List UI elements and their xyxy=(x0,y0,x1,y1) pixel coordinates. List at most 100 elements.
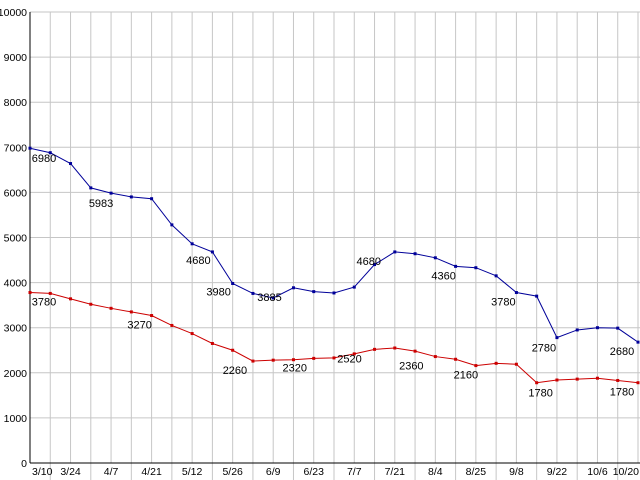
series-red-data-label: 2160 xyxy=(454,370,478,382)
series-red-point xyxy=(575,377,579,381)
series-blue-point xyxy=(190,242,194,246)
series-red-data-label: 1780 xyxy=(610,387,634,399)
series-red-point xyxy=(535,381,539,385)
series-blue-point xyxy=(210,250,214,254)
y-axis-tick-label: 3000 xyxy=(4,323,28,335)
series-red-point xyxy=(150,314,154,318)
series-red-point xyxy=(514,362,518,366)
series-blue-point xyxy=(494,274,498,278)
x-axis-tick-label: 9/22 xyxy=(547,466,568,478)
x-axis-tick-label: 5/26 xyxy=(222,466,243,478)
series-blue-point xyxy=(150,197,154,201)
x-axis-tick-label: 4/7 xyxy=(104,466,119,478)
series-red-data-label: 3780 xyxy=(32,297,56,309)
y-axis-tick-label: 6000 xyxy=(4,187,28,199)
x-axis-tick-label: 6/23 xyxy=(304,466,325,478)
x-axis-tick-label: 10/6 xyxy=(587,466,608,478)
series-red-point xyxy=(636,381,640,385)
series-blue-data-label: 3980 xyxy=(206,287,230,299)
y-axis-tick-label: 4000 xyxy=(4,278,28,290)
series-blue-point xyxy=(251,291,255,295)
y-axis-tick-label: 9000 xyxy=(4,52,28,64)
y-axis-tick-label: 8000 xyxy=(4,97,28,109)
series-red-point xyxy=(251,359,255,363)
x-axis-tick-label: 9/8 xyxy=(509,466,524,478)
series-blue-point xyxy=(231,282,235,286)
series-red-data-label: 2360 xyxy=(399,361,423,373)
series-blue-data-label: 5983 xyxy=(89,198,113,210)
series-blue-point xyxy=(271,296,275,300)
series-red-point xyxy=(48,291,52,295)
series-red-data-label: 3270 xyxy=(127,320,151,332)
series-blue-point xyxy=(373,263,377,267)
series-red-point xyxy=(271,358,275,362)
series-red-point xyxy=(109,306,113,310)
series-blue-point xyxy=(575,328,579,332)
series-blue-data-label: 4360 xyxy=(431,270,455,282)
series-red-point xyxy=(231,348,235,352)
y-axis-tick-label: 7000 xyxy=(4,142,28,154)
series-blue-point xyxy=(595,326,599,330)
series-blue-point xyxy=(291,286,295,290)
y-axis-tick-label: 2000 xyxy=(4,368,28,380)
series-red-point xyxy=(433,355,437,359)
series-blue-data-label: 2780 xyxy=(532,343,556,355)
series-red-point xyxy=(291,358,295,362)
series-red-point xyxy=(332,356,336,360)
series-blue-point xyxy=(312,290,316,294)
y-axis-tick-label: 1000 xyxy=(4,413,28,425)
series-blue-data-label: 3885 xyxy=(257,292,281,304)
series-red-point xyxy=(89,302,93,306)
series-blue-point xyxy=(109,191,113,195)
series-red-data-label: 1780 xyxy=(528,388,552,400)
series-red-point xyxy=(28,291,32,295)
series-blue-point xyxy=(170,223,174,227)
series-blue-data-label: 4680 xyxy=(186,255,210,267)
series-blue-point xyxy=(129,195,133,199)
series-blue-point xyxy=(48,151,52,155)
series-blue-point xyxy=(352,285,356,289)
x-axis-tick-label: 6/9 xyxy=(266,466,281,478)
series-red-point xyxy=(595,376,599,380)
series-red-point xyxy=(170,323,174,327)
series-red-point xyxy=(210,341,214,345)
series-blue-point xyxy=(332,291,336,295)
x-axis-tick-label: 10/20 xyxy=(613,466,639,478)
x-axis-tick-label: 7/7 xyxy=(347,466,362,478)
series-blue-point xyxy=(636,340,640,344)
series-blue-data-label: 3780 xyxy=(491,297,515,309)
series-red-data-label: 2260 xyxy=(223,365,247,377)
series-red-point xyxy=(393,346,397,350)
series-red-point xyxy=(474,364,478,368)
x-axis-tick-label: 5/12 xyxy=(182,466,203,478)
series-red-point xyxy=(454,357,458,361)
series-red-data-label: 2520 xyxy=(337,353,361,365)
x-axis-tick-label: 8/25 xyxy=(466,466,487,478)
y-axis-tick-label: 5000 xyxy=(4,233,28,245)
series-blue-point xyxy=(616,326,620,330)
series-red-point xyxy=(373,347,377,351)
series-blue-point xyxy=(454,264,458,268)
series-red-point xyxy=(190,332,194,336)
series-blue-point xyxy=(413,252,417,256)
series-blue-data-label: 4680 xyxy=(357,256,381,268)
series-red-point xyxy=(413,349,417,353)
series-blue-data-label: 2680 xyxy=(610,346,634,358)
series-blue-point xyxy=(28,146,32,150)
series-red-point xyxy=(616,378,620,382)
y-axis-tick-label: 0 xyxy=(21,458,27,470)
series-blue-point xyxy=(514,291,518,295)
x-axis-tick-label: 7/21 xyxy=(385,466,406,478)
x-axis-tick-label: 3/10 xyxy=(32,466,53,478)
series-blue-point xyxy=(89,186,93,190)
x-axis-tick-label: 8/4 xyxy=(428,466,443,478)
x-axis-tick-label: 4/21 xyxy=(141,466,162,478)
series-blue-point xyxy=(69,162,73,166)
series-red-point xyxy=(129,310,133,314)
series-blue-point xyxy=(535,294,539,298)
series-blue-point xyxy=(474,266,478,270)
series-red-point xyxy=(352,352,356,356)
series-red-point xyxy=(555,378,559,382)
